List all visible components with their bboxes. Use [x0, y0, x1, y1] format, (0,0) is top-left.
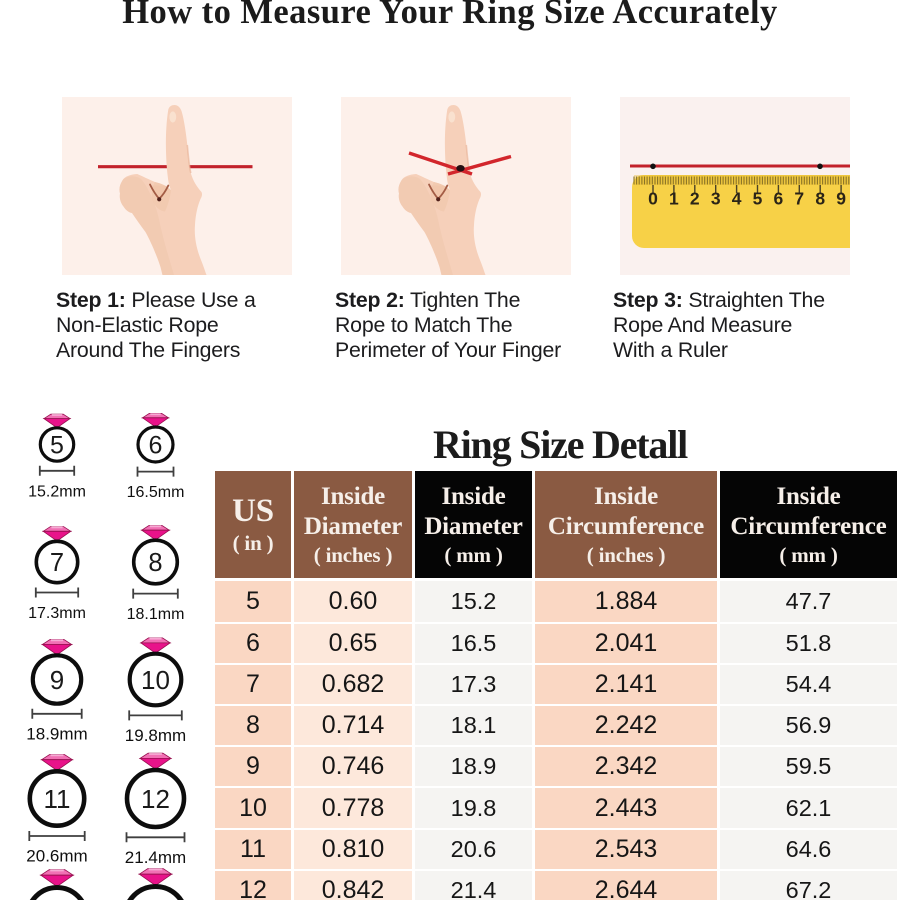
svg-text:2: 2: [690, 189, 700, 209]
svg-text:7: 7: [794, 189, 804, 209]
svg-text:7: 7: [50, 549, 64, 577]
svg-text:18.1mm: 18.1mm: [127, 606, 185, 623]
svg-text:19.8mm: 19.8mm: [125, 726, 186, 745]
svg-text:8: 8: [815, 189, 825, 209]
svg-text:11: 11: [44, 784, 71, 814]
svg-text:9: 9: [50, 665, 64, 695]
svg-text:17.3mm: 17.3mm: [28, 605, 86, 622]
svg-text:6: 6: [774, 189, 784, 209]
svg-text:3: 3: [711, 189, 721, 209]
svg-text:12: 12: [141, 784, 170, 814]
svg-text:10: 10: [141, 665, 170, 695]
svg-text:5: 5: [753, 189, 763, 209]
svg-text:16.5mm: 16.5mm: [127, 484, 185, 501]
svg-text:9: 9: [836, 189, 846, 209]
svg-text:6: 6: [149, 432, 163, 460]
svg-text:20.6mm: 20.6mm: [26, 847, 87, 866]
svg-text:4: 4: [732, 189, 742, 209]
svg-text:8: 8: [148, 549, 162, 577]
svg-text:1: 1: [669, 189, 679, 209]
svg-text:15.2mm: 15.2mm: [28, 483, 86, 500]
svg-text:21.4mm: 21.4mm: [125, 848, 186, 867]
svg-text:0: 0: [648, 189, 658, 209]
svg-text:5: 5: [50, 432, 64, 460]
svg-text:18.9mm: 18.9mm: [26, 724, 87, 743]
